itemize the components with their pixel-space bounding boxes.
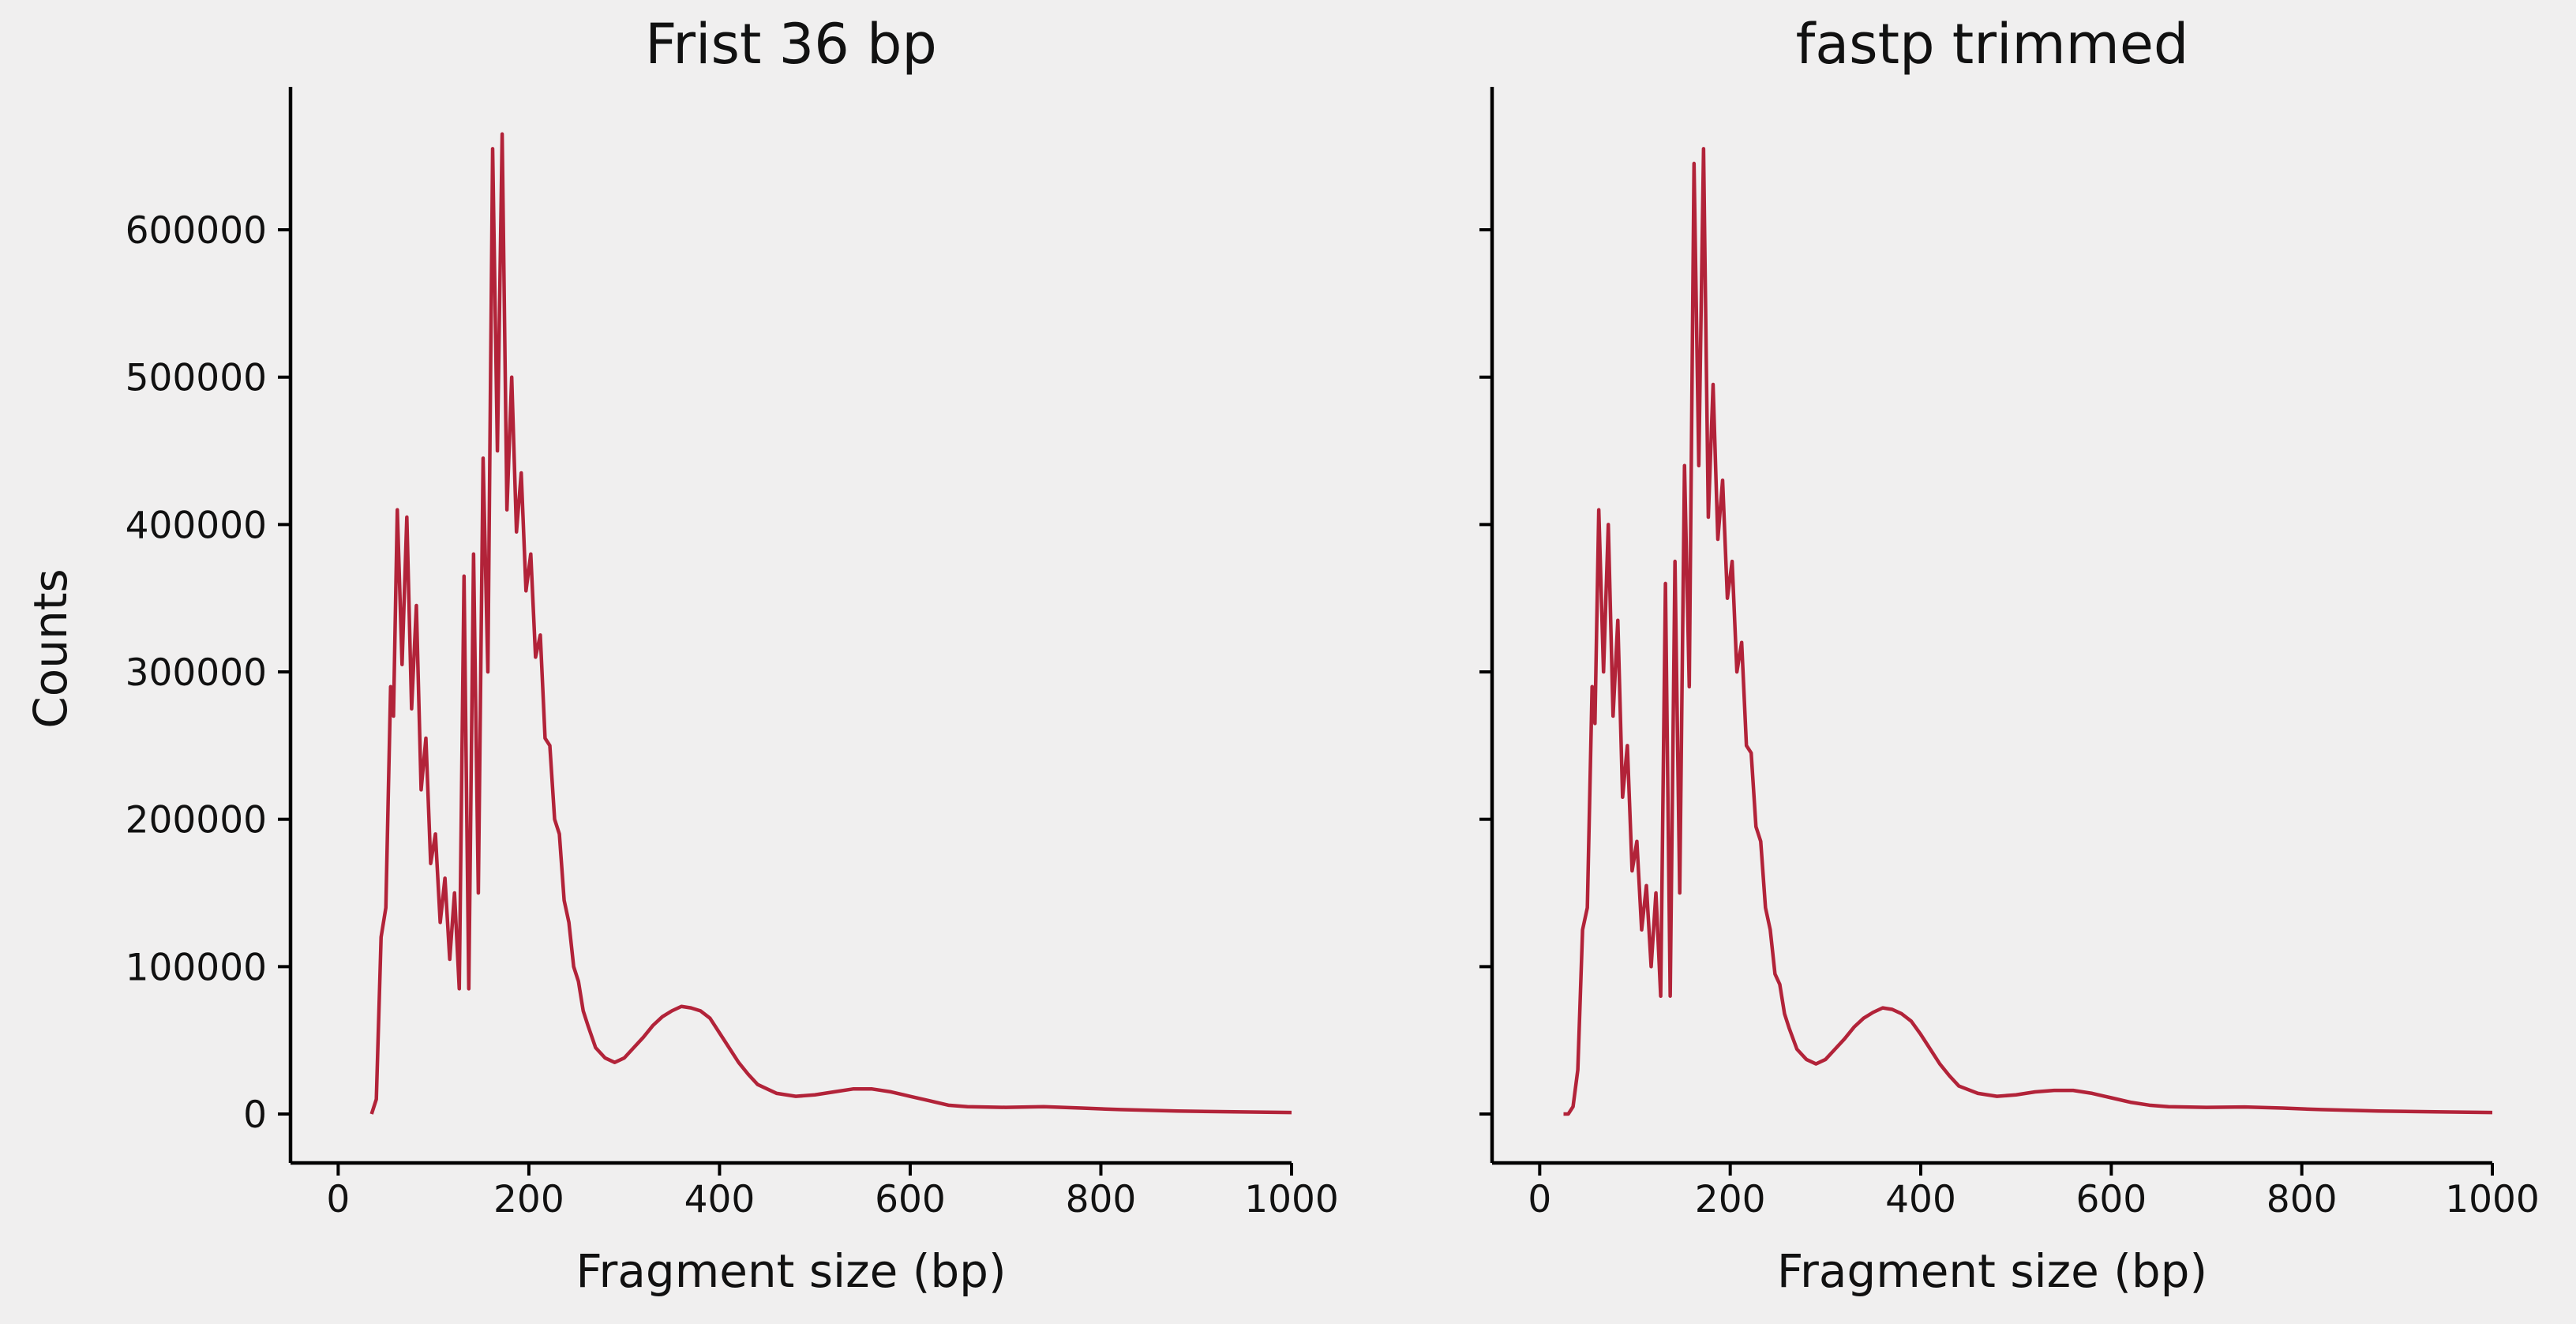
- x-tick-label: 400: [684, 1178, 756, 1221]
- data-line: [369, 132, 1292, 1115]
- y-tick-label: 300000: [126, 651, 267, 695]
- y-axis-label: Counts: [24, 568, 77, 728]
- x-tick-label: 0: [326, 1178, 350, 1221]
- x-tick-label: 400: [1885, 1178, 1956, 1221]
- y-tick-label: 400000: [126, 504, 267, 547]
- x-tick-label: 0: [1528, 1178, 1551, 1221]
- x-tick-label: 200: [493, 1178, 564, 1221]
- x-tick-label: 800: [2267, 1178, 2338, 1221]
- x-tick-label: 1000: [1244, 1178, 1339, 1221]
- y-tick-label: 200000: [126, 799, 267, 842]
- y-tick-label: 100000: [126, 946, 267, 989]
- x-axis-label: Fragment size (bp): [576, 1244, 1006, 1298]
- y-tick-label: 600000: [126, 209, 267, 253]
- chart-title: Frist 36 bp: [645, 12, 937, 77]
- x-tick-label: 1000: [2445, 1178, 2540, 1221]
- data-line: [1563, 147, 2493, 1116]
- x-tick-label: 600: [875, 1178, 946, 1221]
- chart-title: fastp trimmed: [1796, 12, 2189, 77]
- y-tick-label: 500000: [126, 357, 267, 400]
- x-axis-label: Fragment size (bp): [1777, 1244, 2207, 1298]
- x-tick-label: 600: [2075, 1178, 2147, 1221]
- y-tick-label: 0: [243, 1093, 267, 1137]
- x-tick-label: 800: [1066, 1178, 1137, 1221]
- x-tick-label: 200: [1695, 1178, 1766, 1221]
